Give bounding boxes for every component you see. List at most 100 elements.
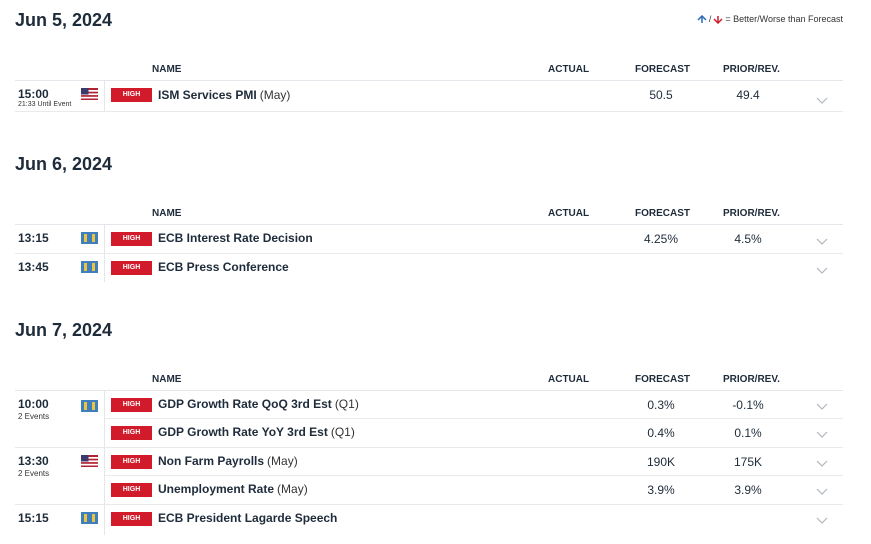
forecast-value: 190K	[646, 455, 676, 469]
event-title: ECB Interest Rate Decision	[158, 231, 313, 245]
event-row[interactable]: 15:15 HIGH ECB President Lagarde Speech	[15, 505, 843, 535]
chevron-down-icon[interactable]	[816, 460, 828, 468]
impact-badge: HIGH	[111, 232, 152, 246]
event-name[interactable]: ECB Press Conference	[158, 260, 289, 274]
divider	[104, 254, 105, 282]
divider	[104, 81, 105, 111]
event-period: (May)	[267, 454, 298, 468]
prior-value: 0.1%	[734, 426, 762, 440]
header-prior: PRIOR/REV.	[723, 64, 780, 75]
event-name[interactable]: ECB Interest Rate Decision	[158, 231, 313, 245]
header-forecast: FORECAST	[635, 208, 690, 219]
legend-text: = Better/Worse than Forecast	[725, 14, 843, 24]
event-time: 13:15	[18, 231, 49, 245]
event-title: ISM Services PMI	[158, 88, 257, 102]
date-heading: Jun 5, 2024	[15, 10, 113, 30]
impact-badge: HIGH	[111, 261, 152, 275]
countdown: 21:33 Until Event	[18, 101, 72, 108]
chevron-down-icon[interactable]	[816, 488, 828, 496]
forecast-value: 50.5	[649, 88, 673, 102]
forecast-value: 3.9%	[647, 483, 675, 497]
event-time: 13:45	[18, 260, 49, 274]
prior-value: -0.1%	[732, 398, 764, 412]
legend-slash: /	[708, 14, 712, 24]
event-title: ECB Press Conference	[158, 260, 289, 274]
event-time: 10:00	[18, 397, 49, 411]
eu-flag-icon	[81, 261, 98, 273]
prior-value: 4.5%	[734, 232, 762, 246]
event-name[interactable]: ISM Services PMI (May)	[158, 88, 290, 102]
event-time: 15:15	[18, 511, 49, 525]
forecast-legend: / = Better/Worse than Forecast	[697, 14, 843, 24]
header-actual: ACTUAL	[548, 374, 590, 385]
event-name[interactable]: Unemployment Rate (May)	[158, 482, 308, 496]
better-arrow-icon	[697, 14, 707, 23]
event-count: 2 Events	[18, 469, 50, 478]
divider	[104, 225, 105, 253]
divider	[104, 505, 105, 535]
header-actual: ACTUAL	[548, 208, 590, 219]
event-name[interactable]: GDP Growth Rate QoQ 3rd Est (Q1)	[158, 397, 359, 411]
event-time: 15:00	[18, 87, 49, 101]
header-forecast: FORECAST	[635, 64, 690, 75]
eu-flag-icon	[81, 512, 98, 524]
us-flag-icon	[81, 455, 98, 467]
eu-flag-icon	[81, 232, 98, 244]
chevron-down-icon[interactable]	[816, 97, 828, 105]
event-count: 2 Events	[18, 412, 50, 421]
divider	[104, 391, 105, 447]
impact-badge: HIGH	[111, 455, 152, 469]
event-title: GDP Growth Rate QoQ 3rd Est	[158, 397, 332, 411]
table-header: NAME ACTUAL FORECAST PRIOR/REV.	[15, 368, 843, 391]
header-prior: PRIOR/REV.	[723, 208, 780, 219]
divider	[104, 448, 105, 504]
event-title: ECB President Lagarde Speech	[158, 511, 338, 525]
event-group: 10:00 2 Events HIGH GDP Growth Rate QoQ …	[15, 391, 843, 448]
event-period: (May)	[259, 88, 291, 102]
event-row[interactable]: 15:00 21:33 Until Event HIGH ISM Service…	[15, 81, 843, 112]
row-divider	[105, 475, 843, 476]
chevron-down-icon[interactable]	[816, 238, 828, 246]
impact-badge: HIGH	[111, 512, 152, 526]
header-name: NAME	[152, 64, 182, 75]
us-flag-icon	[81, 88, 98, 100]
forecast-value: 4.25%	[643, 232, 679, 246]
date-heading: Jun 6, 2024	[15, 154, 113, 174]
impact-badge: HIGH	[111, 88, 152, 102]
impact-badge: HIGH	[111, 398, 152, 412]
worse-arrow-icon	[713, 15, 723, 24]
impact-badge: HIGH	[111, 483, 152, 497]
header-forecast: FORECAST	[635, 374, 690, 385]
header-actual: ACTUAL	[548, 64, 590, 75]
table-header: NAME ACTUAL FORECAST PRIOR/REV.	[15, 202, 843, 225]
header-name: NAME	[152, 374, 182, 385]
event-period: (Q1)	[330, 425, 355, 439]
prior-value: 175K	[733, 455, 763, 469]
chevron-down-icon[interactable]	[816, 403, 828, 411]
event-name[interactable]: ECB President Lagarde Speech	[158, 511, 337, 525]
header-name: NAME	[152, 208, 182, 219]
eu-flag-icon	[81, 400, 98, 412]
forecast-value: 0.4%	[647, 426, 675, 440]
prior-value: 49.4	[736, 88, 760, 102]
event-row[interactable]: 13:15 HIGH ECB Interest Rate Decision 4.…	[15, 225, 843, 254]
row-divider	[105, 418, 843, 419]
prior-value: 3.9%	[734, 483, 762, 497]
date-heading: Jun 7, 2024	[15, 320, 113, 340]
event-group: 13:30 2 Events HIGH Non Farm Payrolls (Ma…	[15, 448, 843, 505]
chevron-down-icon[interactable]	[816, 267, 828, 275]
chevron-down-icon[interactable]	[816, 517, 828, 525]
header-prior: PRIOR/REV.	[723, 374, 780, 385]
event-title: GDP Growth Rate YoY 3rd Est	[158, 425, 328, 439]
event-name[interactable]: Non Farm Payrolls (May)	[158, 454, 298, 468]
event-row[interactable]: 13:45 HIGH ECB Press Conference	[15, 254, 843, 282]
forecast-value: 0.3%	[647, 398, 675, 412]
event-period: (Q1)	[334, 397, 359, 411]
impact-badge: HIGH	[111, 426, 152, 440]
event-name[interactable]: GDP Growth Rate YoY 3rd Est (Q1)	[158, 425, 355, 439]
event-title: Unemployment Rate	[158, 482, 275, 496]
event-title: Non Farm Payrolls	[158, 454, 265, 468]
chevron-down-icon[interactable]	[816, 431, 828, 439]
event-period: (May)	[277, 482, 308, 496]
table-header: NAME ACTUAL FORECAST PRIOR/REV.	[15, 58, 843, 81]
